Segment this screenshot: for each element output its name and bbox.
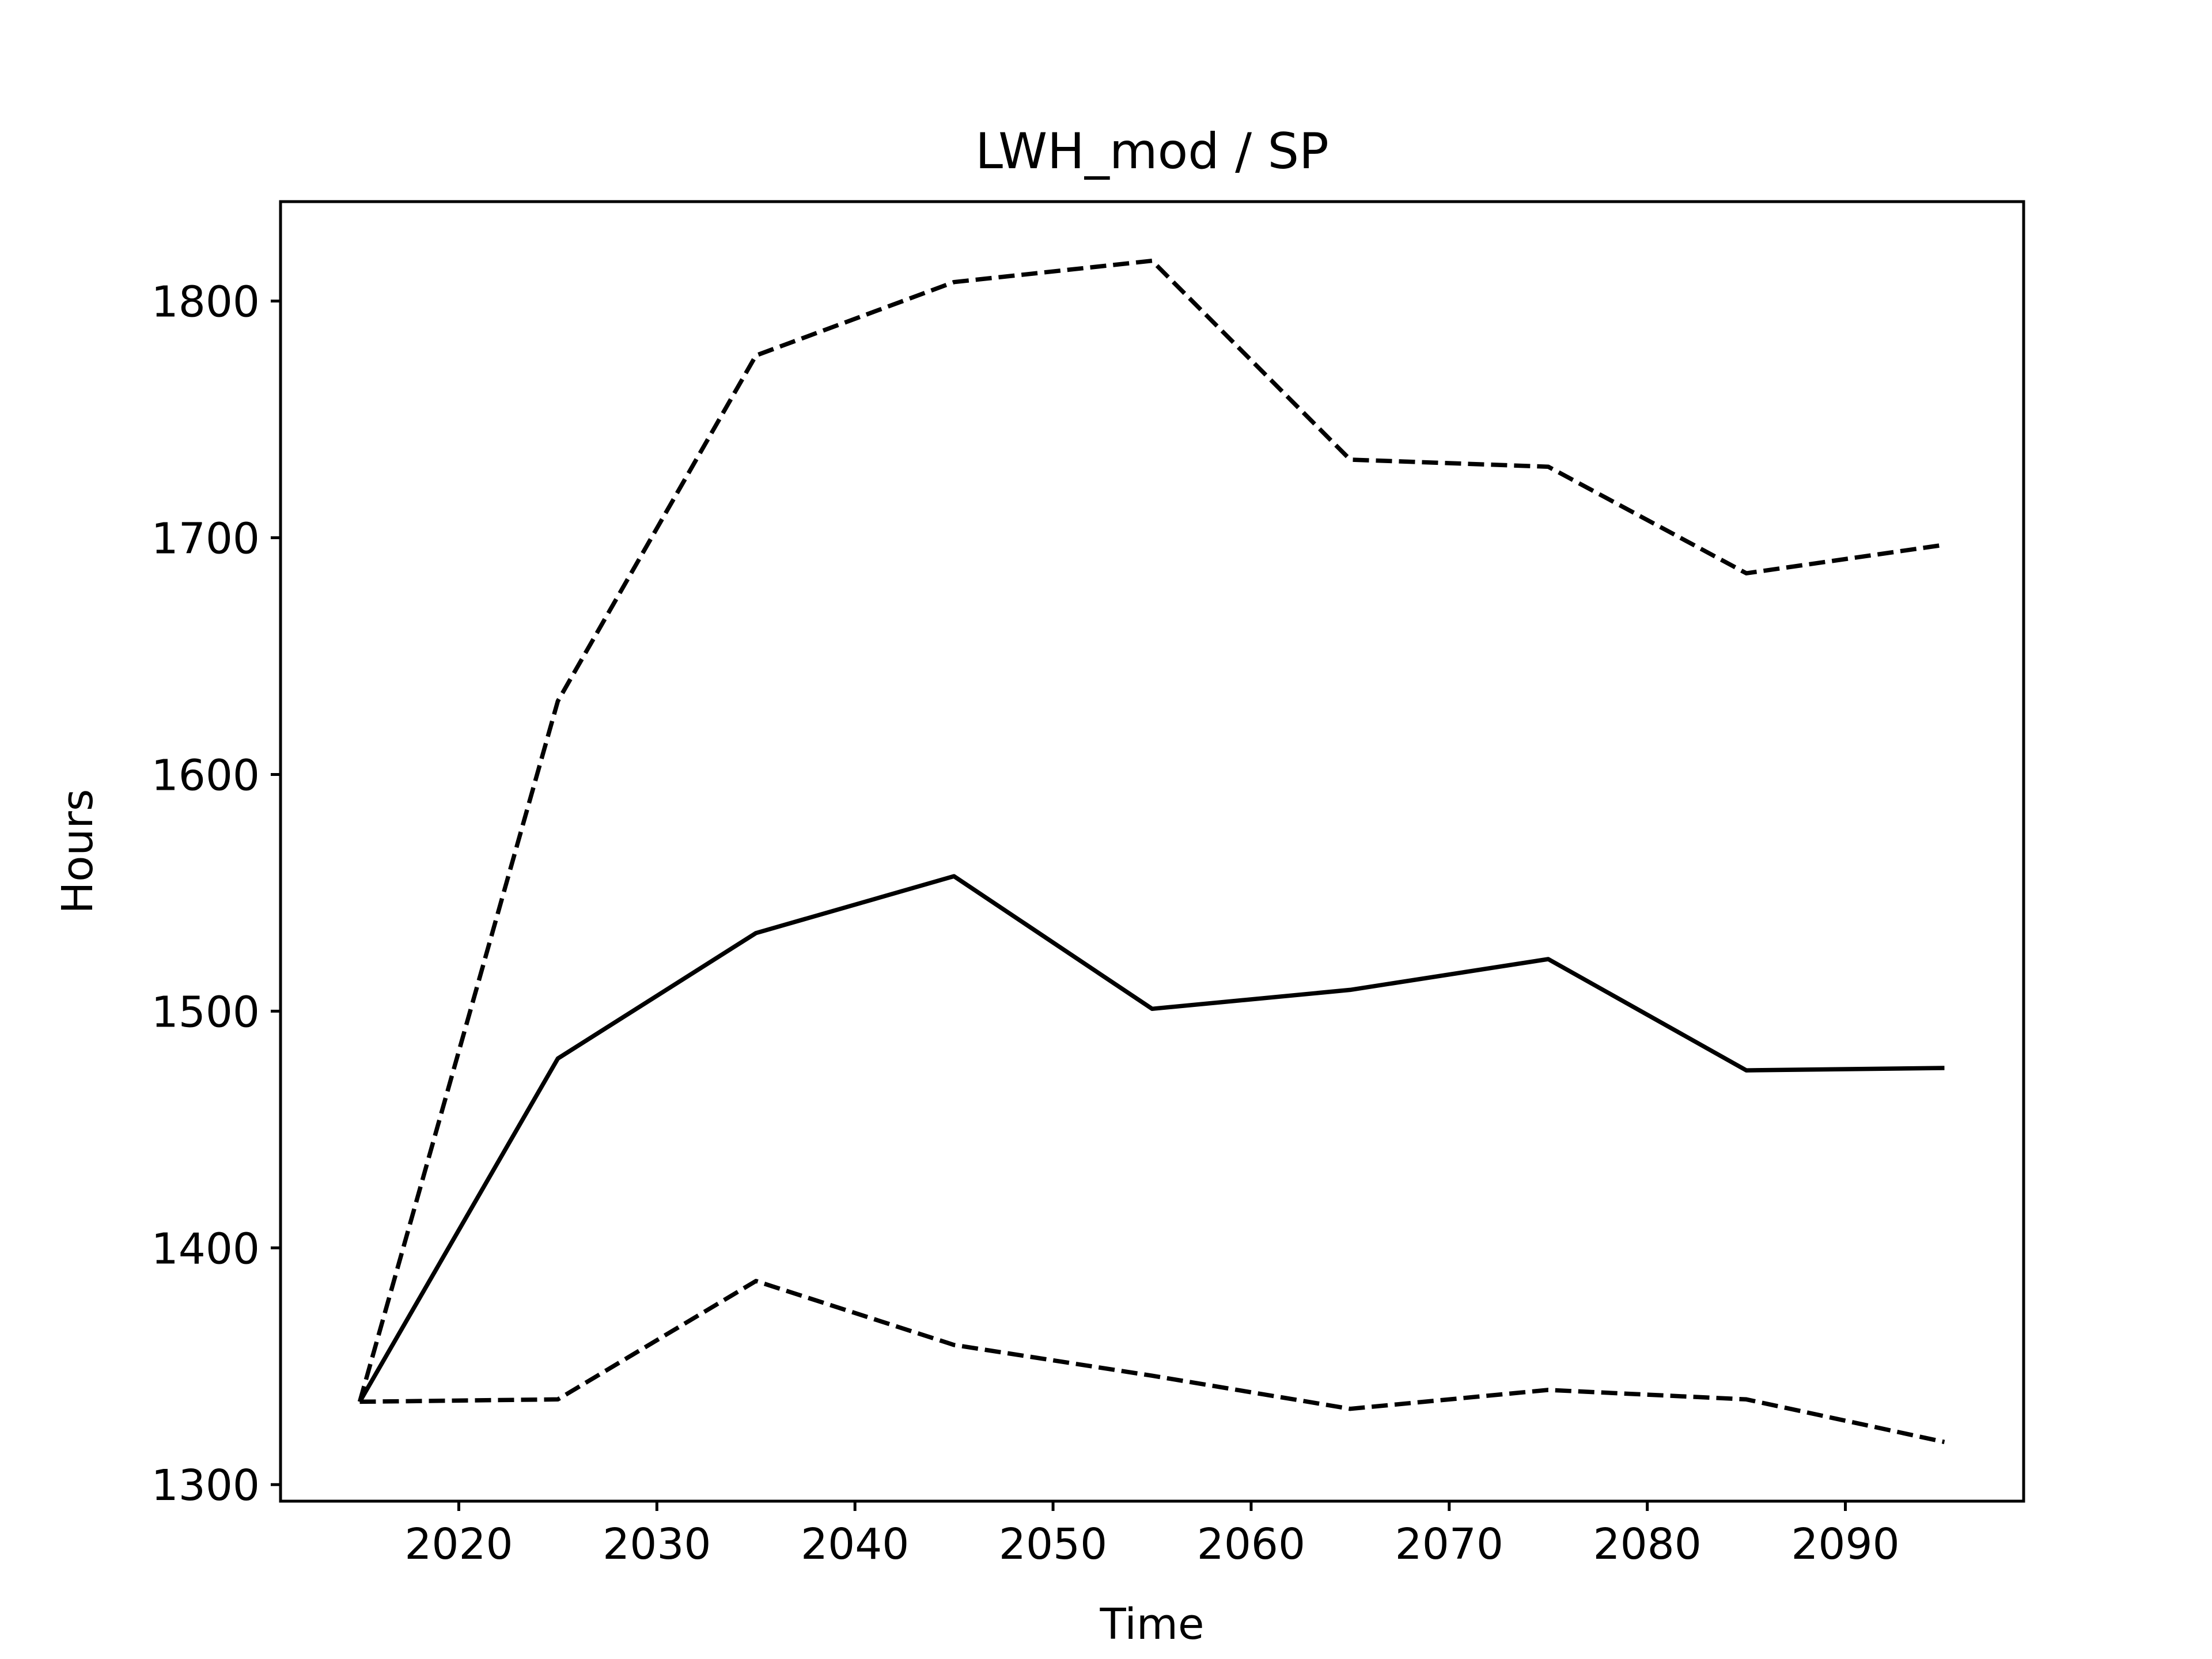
x-tick-label-2020: 2020 [404, 1520, 513, 1569]
x-tick-label-2080: 2080 [1593, 1520, 1701, 1569]
x-tick-label-2060: 2060 [1197, 1520, 1305, 1569]
x-tick-label-2050: 2050 [999, 1520, 1107, 1569]
y-tick-label-1300: 1300 [151, 1461, 260, 1510]
x-tick-label-2040: 2040 [801, 1520, 909, 1569]
y-tick-label-1500: 1500 [151, 987, 260, 1037]
y-axis: 1300 1400 1500 1600 1700 1800 [151, 278, 281, 1510]
y-tick-label-1600: 1600 [151, 751, 260, 800]
series-line-2-dashed [357, 258, 1945, 1403]
chart-title: LWH_mod / SP [975, 123, 1329, 180]
x-tick-label-2070: 2070 [1395, 1520, 1503, 1569]
series-layer [357, 258, 1945, 1444]
y-axis-label: Hours [53, 789, 103, 914]
series-line-1-solid [358, 874, 1945, 1403]
x-tick-label-2030: 2030 [603, 1520, 711, 1569]
y-tick-label-1800: 1800 [151, 278, 260, 327]
x-axis-label: Time [1099, 1600, 1204, 1649]
series-line-3-dashed [359, 1279, 1945, 1444]
x-tick-label-2090: 2090 [1791, 1520, 1899, 1569]
plot-frame [279, 200, 2025, 1503]
x-axis: 2020 2030 2040 2050 2060 2070 2080 2090 [404, 1501, 1900, 1569]
y-tick-label-1400: 1400 [151, 1224, 260, 1274]
y-tick-label-1700: 1700 [151, 514, 260, 564]
